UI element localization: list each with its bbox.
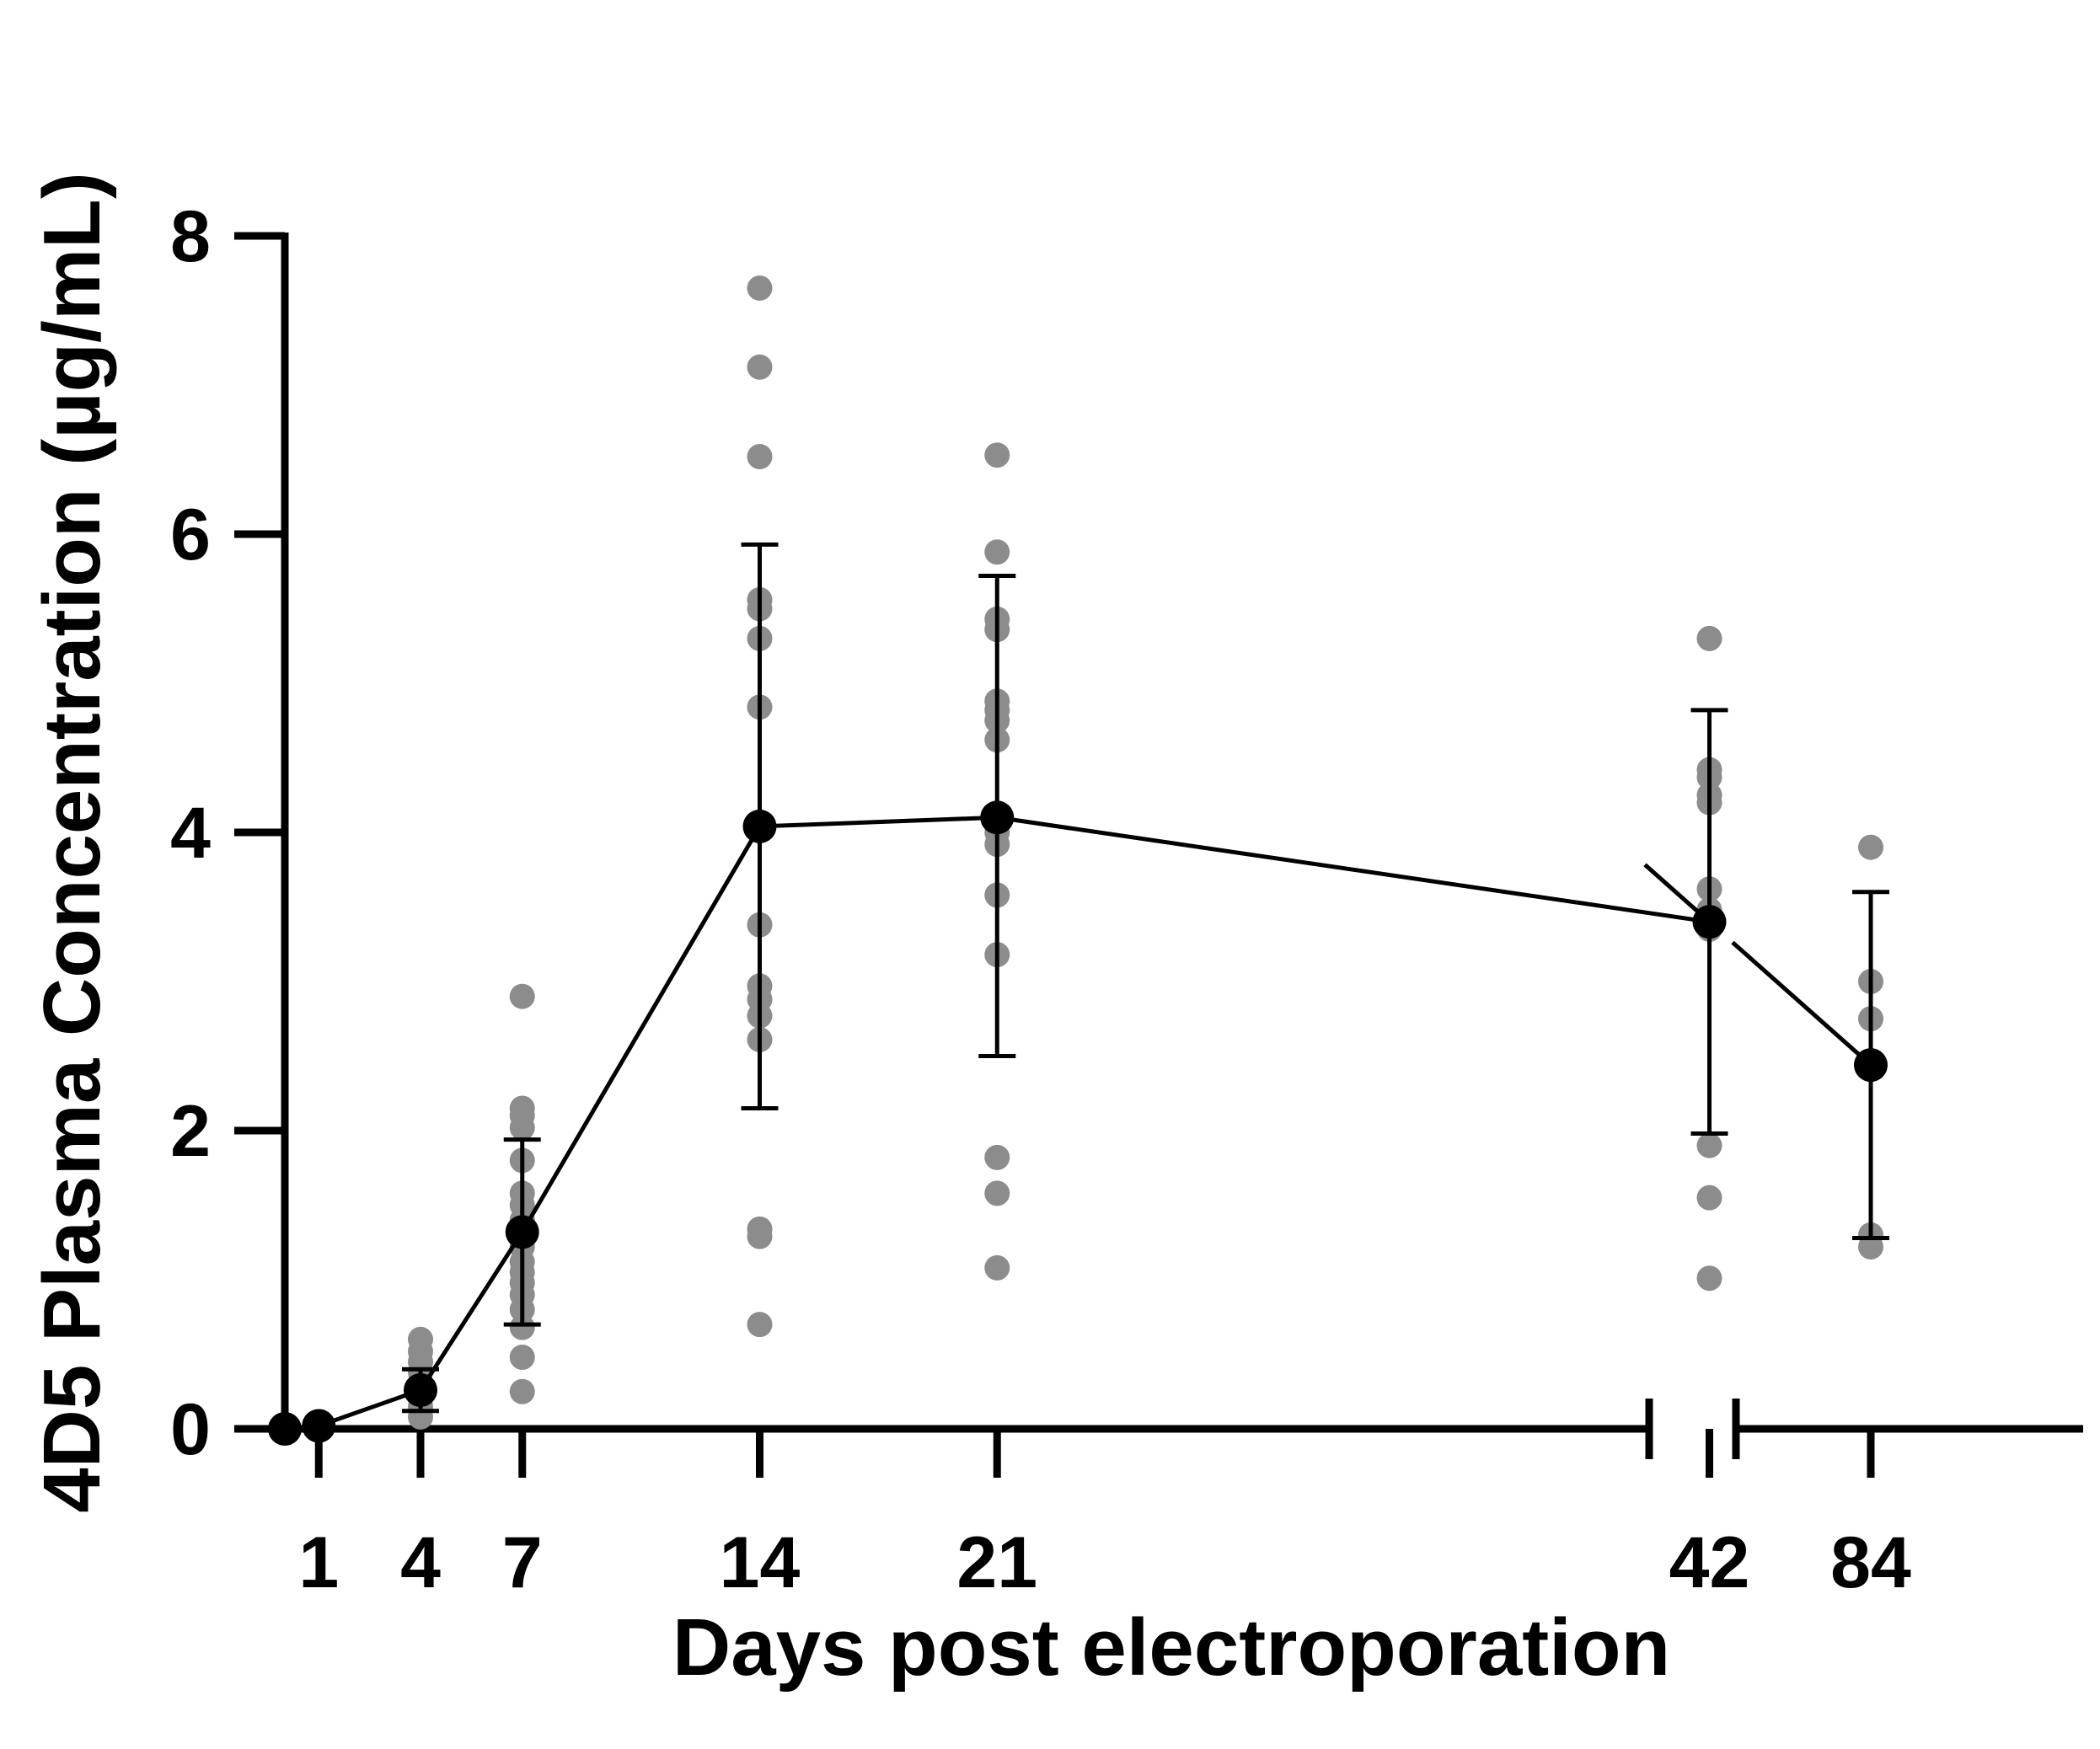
individual-point xyxy=(1696,1185,1722,1211)
individual-point xyxy=(984,1180,1010,1206)
individual-point xyxy=(984,442,1010,468)
individual-points xyxy=(408,275,1883,1430)
y-tick-label: 6 xyxy=(170,495,211,575)
individual-point xyxy=(747,443,773,469)
individual-point xyxy=(984,539,1010,565)
y-tick-label: 4 xyxy=(170,793,211,874)
individual-point xyxy=(509,983,535,1009)
individual-point xyxy=(984,1144,1010,1170)
mean-point xyxy=(302,1409,336,1443)
x-tick-label: 84 xyxy=(1830,1522,1911,1603)
mean-point xyxy=(505,1215,539,1249)
mean-point xyxy=(1854,1048,1888,1083)
individual-point xyxy=(509,1378,535,1404)
mean-points xyxy=(268,800,1888,1446)
axes xyxy=(234,232,2083,1478)
individual-point xyxy=(509,1314,535,1340)
individual-point xyxy=(747,354,773,380)
mean-line-break-right xyxy=(1731,940,1872,1067)
individual-point xyxy=(1696,1132,1722,1158)
x-tick-label: 42 xyxy=(1669,1522,1750,1603)
mean-point xyxy=(742,809,777,843)
individual-point xyxy=(1696,1265,1722,1292)
mean-point xyxy=(980,800,1015,835)
individual-point xyxy=(747,1312,773,1338)
mean-point xyxy=(404,1372,437,1407)
mean-point xyxy=(1692,905,1727,939)
mean-point xyxy=(268,1412,302,1446)
error-bars xyxy=(402,542,1889,1414)
individual-point xyxy=(1696,625,1722,651)
x-tick-label: 14 xyxy=(720,1522,801,1603)
x-tick-label: 4 xyxy=(400,1522,441,1603)
y-tick-label: 0 xyxy=(170,1389,211,1470)
individual-point xyxy=(1858,1234,1883,1260)
individual-point xyxy=(1858,834,1883,860)
y-tick-label: 8 xyxy=(170,196,211,277)
y-tick-label: 2 xyxy=(170,1091,211,1172)
individual-point xyxy=(747,275,773,301)
x-tick-label: 7 xyxy=(502,1522,543,1603)
individual-point xyxy=(984,1254,1010,1281)
individual-point xyxy=(747,1223,773,1249)
x-tick-label: 1 xyxy=(298,1522,339,1603)
x-tick-label: 21 xyxy=(956,1522,1037,1603)
y-axis-title: 4D5 Plasma Concentration (µg/mL) xyxy=(27,172,117,1513)
individual-point xyxy=(509,1345,535,1371)
x-axis-title: Days post electroporation xyxy=(672,1602,1670,1693)
individual-point xyxy=(509,1115,535,1141)
